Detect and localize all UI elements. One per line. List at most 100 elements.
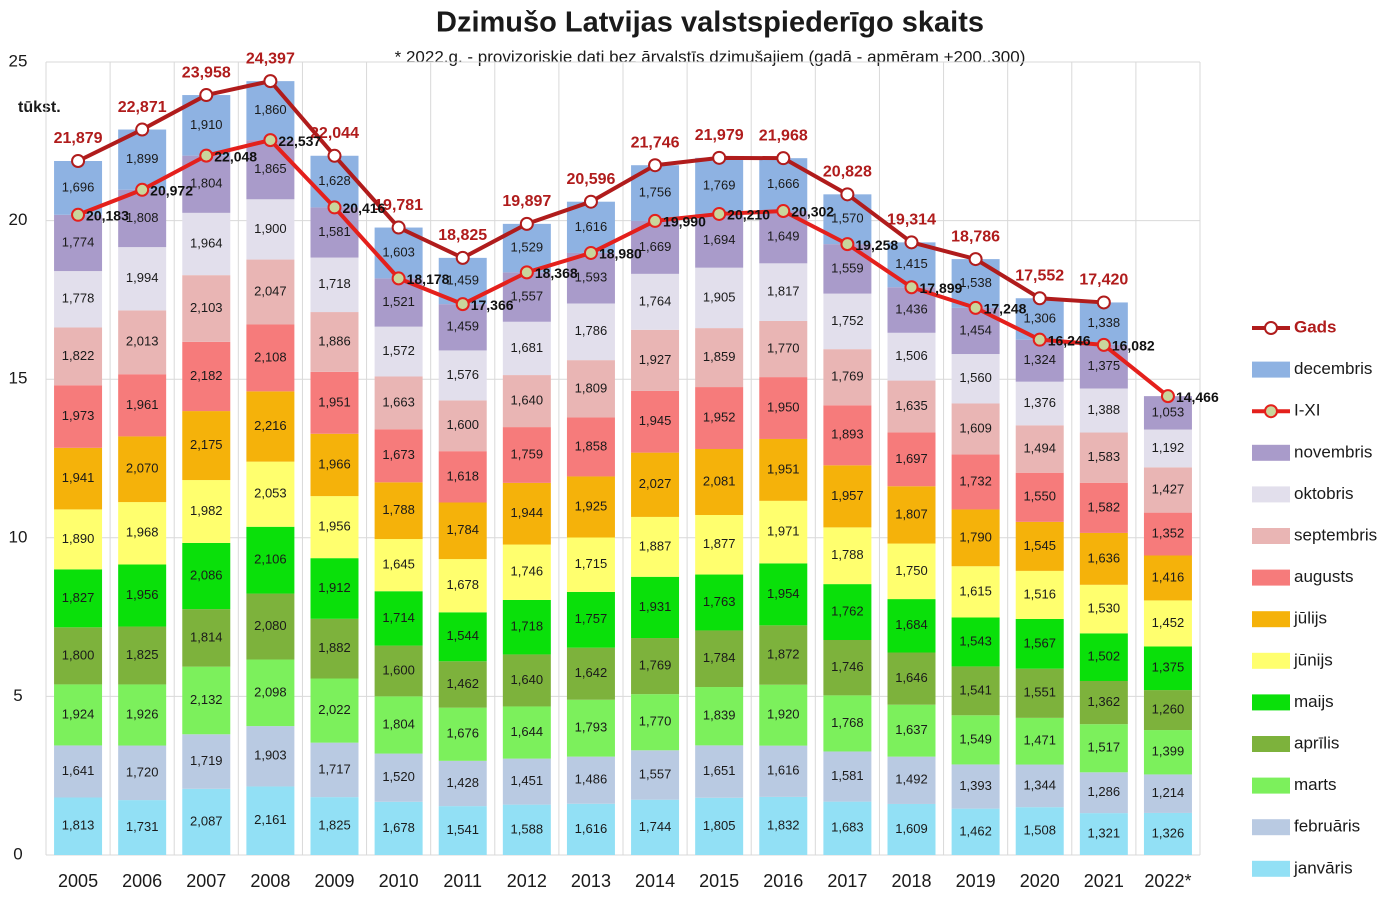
bar-segment [566, 537, 615, 592]
bar-value-label: 1,459 [446, 319, 479, 334]
bar-value-label: 1,494 [1023, 440, 1056, 455]
x-tick-label: 2008 [250, 871, 290, 891]
bar-segment [1143, 467, 1192, 513]
bar-value-label: 1,053 [1152, 404, 1185, 419]
bar-segment [310, 371, 359, 434]
bar-value-label: 1,807 [895, 506, 928, 521]
bar-value-label: 1,714 [382, 610, 415, 625]
legend-swatch [1252, 444, 1290, 461]
bar-segment [310, 155, 359, 208]
legend-swatch [1252, 486, 1290, 503]
bar-segment [887, 756, 936, 804]
bar-value-label: 1,321 [1088, 825, 1121, 840]
bar-segment [182, 734, 231, 789]
bar-value-label: 1,778 [62, 291, 95, 306]
bar-segment [759, 563, 808, 626]
bar-segment [246, 81, 295, 141]
line-value-label: 20,302 [791, 204, 834, 220]
bar-segment [1015, 668, 1064, 718]
bar-segment [695, 448, 744, 515]
bar-value-label: 1,362 [1088, 694, 1121, 709]
bar-segment [887, 380, 936, 433]
bar-value-label: 1,581 [831, 768, 864, 783]
line-value-label: 20,972 [150, 182, 193, 198]
bar-value-label: 1,462 [959, 823, 992, 838]
line-marker [263, 133, 278, 148]
bar-segment [54, 684, 103, 746]
bar-value-label: 1,492 [895, 772, 928, 787]
bar-segment [310, 742, 359, 798]
line-value-label: 19,258 [855, 237, 898, 253]
bar-segment [438, 760, 487, 807]
bar-value-label: 1,762 [831, 603, 864, 618]
bar-segment [502, 375, 551, 428]
bar-segment [1079, 680, 1128, 725]
x-tick-label: 2017 [827, 871, 867, 891]
bar-segment [887, 543, 936, 600]
legend-swatch [1252, 777, 1290, 794]
line-marker [263, 74, 278, 89]
bar-value-label: 1,641 [62, 763, 95, 778]
bar-segment [118, 564, 167, 627]
line-marker [904, 235, 919, 250]
bar-segment [1015, 521, 1064, 571]
bar-value-label: 1,926 [126, 706, 159, 721]
bar-value-label: 1,910 [190, 117, 223, 132]
bar-segment [246, 324, 295, 392]
bar-segment [759, 438, 808, 501]
bar-value-label: 1,809 [575, 380, 608, 395]
bar-segment [1079, 584, 1128, 634]
bar-segment [823, 244, 872, 294]
x-tick-label: 2010 [379, 871, 419, 891]
bar-value-label: 1,549 [959, 731, 992, 746]
bar-value-label: 1,616 [575, 219, 608, 234]
bar-segment [695, 213, 744, 268]
bar-value-label: 1,572 [382, 343, 415, 358]
bar-segment [631, 799, 680, 855]
bar-value-label: 1,642 [575, 665, 608, 680]
bar-segment [823, 801, 872, 855]
bar-segment [566, 756, 615, 804]
bar-value-label: 1,399 [1152, 744, 1185, 759]
bar-value-label: 1,681 [511, 340, 544, 355]
line-value-label: 20,828 [823, 164, 872, 181]
bar-segment [438, 350, 487, 401]
y-axis-unit: tūkst. [18, 99, 61, 116]
line-marker [840, 237, 855, 252]
bar-segment [759, 625, 808, 685]
bar-value-label: 1,720 [126, 764, 159, 779]
line-value-label: 16,082 [1112, 338, 1155, 354]
bar-value-label: 1,459 [446, 272, 479, 287]
bar-segment [438, 502, 487, 560]
bar-segment [951, 808, 1000, 855]
bar-segment [887, 599, 936, 653]
bar-value-label: 1,678 [446, 577, 479, 592]
line-marker [1160, 389, 1175, 404]
bar-value-label: 1,941 [62, 470, 95, 485]
bar-value-label: 1,646 [895, 670, 928, 685]
x-tick-label: 2006 [122, 871, 162, 891]
bar-value-label: 1,957 [831, 488, 864, 503]
bar-value-label: 2,216 [254, 418, 287, 433]
bar-value-label: 1,214 [1152, 785, 1185, 800]
bar-value-label: 1,788 [382, 502, 415, 517]
line-value-label: 23,958 [182, 64, 231, 81]
bar-value-label: 1,640 [511, 672, 544, 687]
line-value-label: 21,968 [759, 127, 808, 144]
bar-value-label: 1,950 [767, 399, 800, 414]
bar-value-label: 1,994 [126, 270, 159, 285]
bar-value-label: 1,593 [575, 270, 608, 285]
bar-segment [695, 267, 744, 329]
bar-segment [118, 626, 167, 685]
bar-value-label: 1,616 [575, 821, 608, 836]
bar-value-label: 1,454 [959, 322, 992, 337]
bar-segment [310, 312, 359, 372]
bar-value-label: 1,718 [318, 276, 351, 291]
bar-value-label: 1,508 [1023, 823, 1056, 838]
bar-segment [887, 704, 936, 757]
bar-value-label: 1,557 [511, 288, 544, 303]
line-marker [904, 280, 919, 295]
line-marker [583, 194, 598, 209]
bar-value-label: 1,865 [254, 161, 287, 176]
